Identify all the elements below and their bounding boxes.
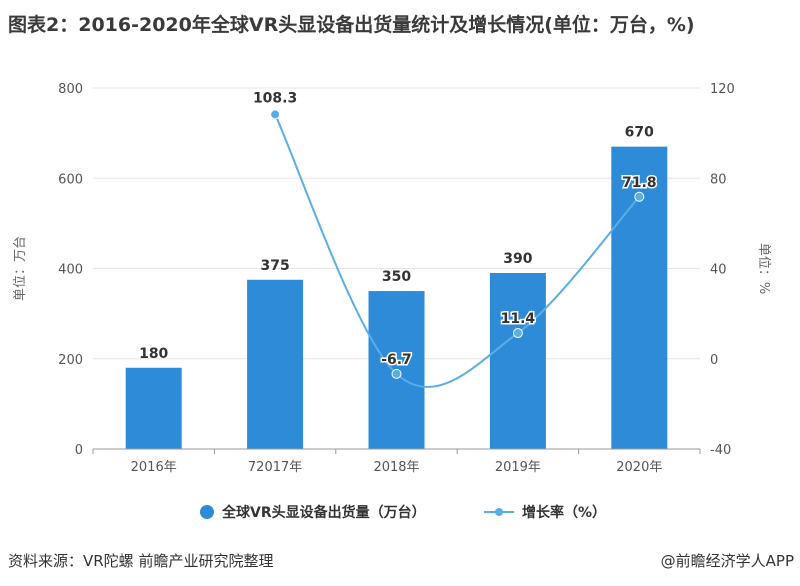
growth-line <box>270 109 645 388</box>
y-right-axis-title: 单位：% <box>756 243 771 294</box>
bar-shipments <box>247 279 304 449</box>
growth-rate-point <box>512 328 523 339</box>
growth-rate-point <box>270 109 281 120</box>
y-right-tick-label: 120 <box>710 82 735 97</box>
x-tick-label: 2020年 <box>616 460 662 475</box>
x-tick-label: 2019年 <box>495 460 541 475</box>
y-left-tick-label: 600 <box>58 172 83 187</box>
source-note: 资料来源：VR陀螺 前瞻产业研究院整理 <box>8 552 274 570</box>
data-labels: 180 375 350 390 670 108.3 -6.7 11.4 71.8 <box>139 89 658 369</box>
chart-area: 180 375 350 390 670 108.3 -6.7 11.4 71.8 0 200 400… <box>0 60 800 490</box>
y-right-tick-label: -40 <box>710 443 731 458</box>
x-tick-label: 2018年 <box>373 460 419 475</box>
growth-rate-label: -6.7 <box>381 352 412 368</box>
publisher-credit: @前瞻经济学人APP <box>660 552 794 570</box>
x-tick-label: 72017年 <box>248 460 302 475</box>
y-left-tick-label: 400 <box>58 263 83 278</box>
bar-value-label: 350 <box>382 269 411 285</box>
bar-value-label: 670 <box>625 125 654 141</box>
y-right-tick-label: 40 <box>710 263 727 278</box>
legend-line-label: 增长率（%） <box>522 505 607 521</box>
y-right-tick-label: 80 <box>710 172 727 187</box>
legend-bar-swatch-icon <box>200 505 214 519</box>
growth-rate-point <box>391 368 402 379</box>
y-left-axis-title: 单位：万台 <box>13 236 28 301</box>
y-left-tick-label: 800 <box>58 82 83 97</box>
legend: 全球VR头显设备出货量（万台） 增长率（%） <box>0 498 800 524</box>
legend-item-shipments: 全球VR头显设备出货量（万台） <box>200 502 426 522</box>
y-right-tick-label: 0 <box>710 353 718 368</box>
legend-line-swatch-icon <box>484 505 514 519</box>
chart-title: 图表2：2016-2020年全球VR头显设备出货量统计及增长情况(单位：万台，%… <box>8 14 695 36</box>
bars <box>125 146 668 449</box>
y-left-tick-label: 0 <box>75 443 83 458</box>
growth-rate-label: 71.8 <box>622 175 657 191</box>
bar-shipments <box>489 273 546 449</box>
legend-bar-label: 全球VR头显设备出货量（万台） <box>222 505 426 521</box>
growth-rate-label: 11.4 <box>501 311 536 327</box>
y-left-tick-label: 200 <box>58 353 83 368</box>
axes: 0 200 400 600 800 -40 0 40 80 120 单位：万台 单位：% 2016年 72… <box>13 82 771 475</box>
growth-rate-line <box>274 113 641 388</box>
bar-value-label: 375 <box>260 258 289 274</box>
growth-rate-point <box>634 191 645 202</box>
growth-rate-label: 108.3 <box>253 90 297 106</box>
bar-shipments <box>125 367 182 449</box>
bar-value-label: 180 <box>139 346 168 362</box>
x-tick-label: 2016年 <box>131 460 177 475</box>
bar-value-label: 390 <box>503 251 532 267</box>
legend-item-growth: 增长率（%） <box>484 502 606 522</box>
